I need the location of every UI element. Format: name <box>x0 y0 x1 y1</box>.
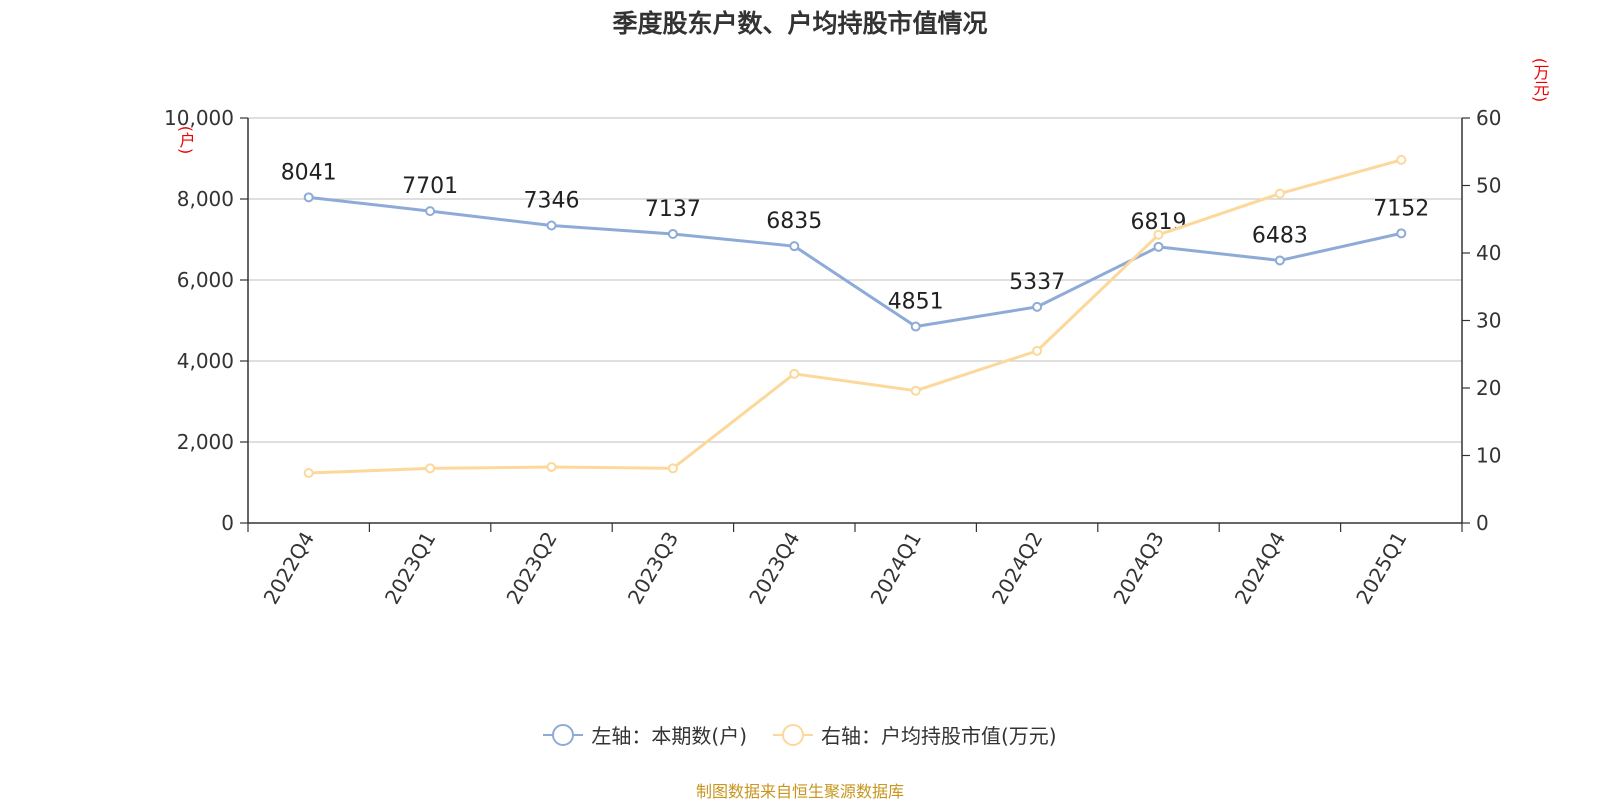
legend-left-circle-icon <box>543 723 584 747</box>
x-axis-tick-label: 2023Q2 <box>501 528 561 609</box>
right-axis-tick-label: 60 <box>1476 106 1501 130</box>
right-axis-tick-label: 20 <box>1476 376 1501 400</box>
right-axis-unit-label: (万元) <box>1531 58 1550 102</box>
left-axis-tick-label: 4,000 <box>177 349 234 373</box>
data-point-left <box>1032 301 1043 312</box>
left-axis-tick-label: 0 <box>221 511 234 535</box>
data-point-right <box>1274 188 1285 199</box>
data-point-left <box>910 321 921 332</box>
x-axis-tick-label: 2022Q4 <box>259 528 319 609</box>
data-point-right <box>303 468 314 479</box>
legend-right-circle-icon <box>773 723 813 747</box>
left-axis-tick-label: 2,000 <box>177 430 234 454</box>
data-point-right <box>667 463 678 474</box>
data-point-right <box>910 385 921 396</box>
data-label: 7137 <box>645 197 701 222</box>
data-point-left <box>425 206 436 217</box>
x-axis-tick-label: 2025Q1 <box>1351 528 1411 609</box>
data-point-left <box>789 241 800 252</box>
legend-label-right: 右轴：户均持股市值(万元) <box>821 724 1057 748</box>
data-point-left <box>303 192 314 203</box>
right-axis-tick-label: 0 <box>1476 511 1489 535</box>
data-label: 7346 <box>524 188 580 213</box>
left-axis-tick-label: 8,000 <box>177 187 234 211</box>
data-label: 7152 <box>1373 196 1429 221</box>
data-label: 6835 <box>766 209 822 234</box>
data-label: 7701 <box>402 174 458 199</box>
legend-item-left-series[interactable]: 左轴：本期数(户) <box>543 720 747 749</box>
data-point-left <box>667 228 678 239</box>
left-axis-tick-label: 10,000 <box>164 106 234 130</box>
data-point-right <box>1396 154 1407 165</box>
data-point-right <box>425 463 436 474</box>
legend: 左轴：本期数(户) 右轴：户均持股市值(万元) <box>0 720 1600 749</box>
series-line-right <box>308 158 1402 475</box>
x-axis-tick-label: 2024Q1 <box>866 528 926 609</box>
data-point-left <box>1153 241 1164 252</box>
data-point-right <box>546 461 557 472</box>
left-axis-tick-label: 6,000 <box>177 268 234 292</box>
right-axis-tick-label: 10 <box>1476 444 1501 468</box>
x-axis-tick-label: 2024Q2 <box>987 528 1047 609</box>
right-axis-tick-label: 40 <box>1476 241 1501 265</box>
data-label: 4851 <box>888 290 944 315</box>
legend-label-left: 左轴：本期数(户) <box>591 724 747 748</box>
data-point-right <box>789 368 800 379</box>
chart-title: 季度股东户数、户均持股市值情况 <box>612 9 988 38</box>
x-axis-tick-label: 2023Q3 <box>623 528 683 609</box>
data-point-right <box>1032 345 1043 356</box>
right-axis-tick-label: 50 <box>1476 174 1501 198</box>
source-note: 制图数据来自恒生聚源数据库 <box>695 782 904 801</box>
x-axis-tick-label: 2023Q4 <box>744 528 804 609</box>
right-axis-tick-label: 30 <box>1476 309 1501 333</box>
x-axis-tick-label: 2023Q1 <box>380 528 440 609</box>
data-label: 5337 <box>1009 270 1065 295</box>
x-axis-tick-label: 2024Q3 <box>1108 528 1168 609</box>
data-label: 8041 <box>281 160 337 185</box>
data-point-left <box>1274 255 1285 266</box>
left-axis-unit-label: (户) <box>177 126 196 154</box>
data-point-left <box>1396 228 1407 239</box>
legend-item-right-series[interactable]: 右轴：户均持股市值(万元) <box>773 720 1057 749</box>
data-point-left <box>546 220 557 231</box>
data-point-right <box>1153 229 1164 240</box>
series-line-left <box>308 195 1402 329</box>
data-label: 6483 <box>1252 223 1308 248</box>
x-axis-tick-label: 2024Q4 <box>1230 528 1290 609</box>
